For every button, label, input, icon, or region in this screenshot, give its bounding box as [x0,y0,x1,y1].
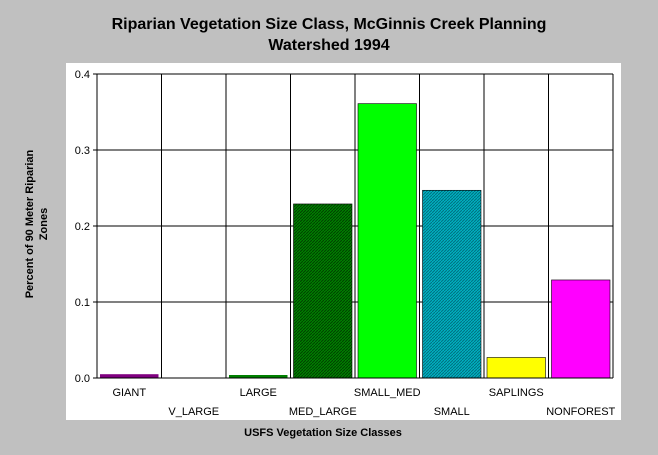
bar-large [229,375,288,378]
x-tick-label: SMALL [434,406,470,418]
chart-title-line-2: Watershed 1994 [268,37,390,54]
y-tick-label: 0.4 [75,69,90,81]
chart-title: Riparian Vegetation Size Class, McGinnis… [0,14,658,56]
y-tick-labels: 0.0 0.1 0.2 0.3 0.4 [75,69,97,385]
x-tick-label: NONFOREST [546,406,615,418]
bars [100,103,611,379]
y-tick-label: 0.1 [75,297,90,309]
x-tick-label: GIANT [112,387,146,399]
x-tick-label: V_LARGE [168,406,219,418]
bar-med-large [293,203,353,379]
x-tick-label: SMALL_MED [354,387,421,399]
chart-title-line-1: Riparian Vegetation Size Class, McGinnis… [111,16,547,33]
y-axis-label-line-1: Percent of 90 Meter Riparian [24,149,36,299]
y-axis-label-line-2: Zones [38,207,50,241]
bar-giant [100,374,159,378]
x-tick-label: SAPLINGS [489,387,544,399]
y-tick-label: 0.3 [75,145,90,157]
bar-small-med [357,103,417,379]
y-tick-label: 0.0 [75,373,90,385]
x-tick-label: LARGE [240,387,277,399]
bar-saplings [486,357,546,379]
bar-small [422,189,482,379]
x-tick-labels: GIANT V_LARGE LARGE MED_LARGE SMALL_MED SMALL… [112,387,615,418]
y-tick-label: 0.2 [75,221,90,233]
x-tick-label: MED_LARGE [289,406,357,418]
y-axis-label: Percent of 90 Meter Riparian Zones [23,150,51,299]
x-axis-label: USFS Vegetation Size Classes [244,427,402,439]
bar-nonforest [551,279,611,379]
